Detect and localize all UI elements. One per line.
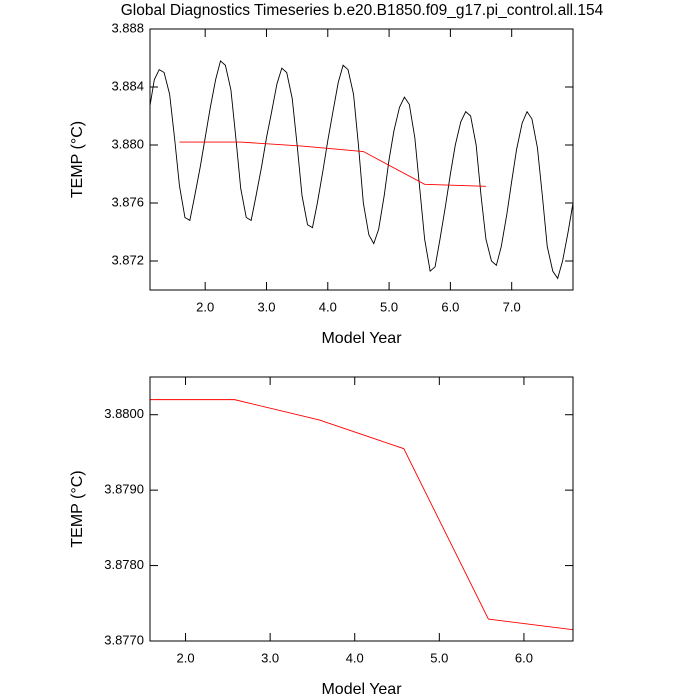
y-tick-label: 3.888	[111, 20, 144, 35]
x-tick-label: 2.0	[176, 650, 194, 665]
x-tick-label: 4.0	[346, 650, 364, 665]
plot-frame	[149, 28, 574, 291]
x-tick-label: 3.0	[261, 650, 279, 665]
plot-frame	[149, 376, 574, 642]
x-tick-label: 2.0	[196, 299, 214, 314]
y-tick-label: 3.8800	[104, 406, 144, 421]
data-line	[150, 399, 573, 631]
y-axis-label: TEMP (°C)	[69, 121, 86, 198]
x-tick-label: 5.0	[380, 299, 398, 314]
y-tick-label: 3.8790	[104, 482, 144, 497]
x-axis-label: Model Year	[321, 330, 402, 347]
y-tick-label: 3.872	[111, 252, 144, 267]
y-tick-label: 3.884	[111, 78, 144, 93]
x-tick-label: 4.0	[319, 299, 337, 314]
data-line	[179, 141, 486, 187]
chart-title: Global Diagnostics Timeseries b.e20.B185…	[121, 2, 604, 19]
data-line	[150, 60, 573, 280]
x-tick-label: 5.0	[430, 650, 448, 665]
y-axis-label: TEMP (°C)	[69, 470, 86, 547]
y-tick-label: 3.8780	[104, 557, 144, 572]
x-tick-label: 7.0	[503, 299, 521, 314]
y-tick-label: 3.880	[111, 136, 144, 151]
x-tick-label: 3.0	[257, 299, 275, 314]
x-tick-label: 6.0	[441, 299, 459, 314]
x-axis-label: Model Year	[321, 681, 402, 698]
y-tick-label: 3.876	[111, 194, 144, 209]
x-tick-label: 6.0	[515, 650, 533, 665]
y-tick-label: 3.8770	[104, 632, 144, 647]
